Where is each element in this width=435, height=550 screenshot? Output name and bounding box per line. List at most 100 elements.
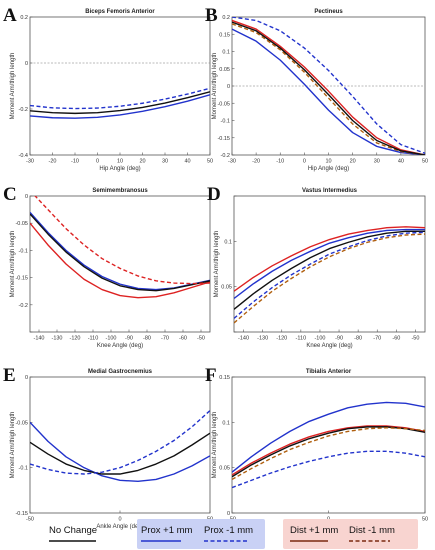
x-tick-label: 30 (374, 159, 380, 165)
plot-frame (29, 16, 211, 156)
y-axis-label: Moment Arm/thigh length (10, 231, 16, 298)
plot-frame (231, 376, 426, 514)
x-tick-label: -130 (257, 336, 268, 342)
panel-letter: F (205, 365, 217, 386)
x-tick-label: -60 (179, 336, 187, 342)
y-tick-label: -0.2 (19, 107, 28, 113)
y-axis-label: Moment Arm/thigh length (212, 412, 218, 479)
x-tick-label: 20 (350, 159, 356, 165)
x-tick-label: -50 (197, 336, 205, 342)
series-line (30, 87, 210, 110)
x-tick-label: 40 (398, 159, 404, 165)
legend-label: Prox -1 mm (204, 525, 253, 536)
panel-title: Pectineus (314, 9, 343, 15)
panels-group: A Biceps Femoris Anterior-30 -20 -10 0 10 20 30… (3, 5, 428, 530)
series-line (234, 230, 425, 310)
panel-title: Biceps Femoris Anterior (85, 9, 155, 15)
y-tick-label: -0.1 (19, 248, 28, 254)
x-axis-label: Knee Angle (deg) (97, 343, 143, 349)
panel-letter: C (3, 184, 17, 205)
panel-b: B Pectineus -30 -20 -10 0 10 20 30 40 50 -0.2 -0.15 -… (205, 5, 428, 172)
series-line (232, 21, 425, 155)
panel-title: Semimembranosus (92, 188, 148, 194)
panel-letter: A (3, 5, 17, 26)
x-tick-label: -30 (228, 159, 236, 165)
x-tick-label: -90 (335, 336, 343, 342)
x-tick-label: -100 (105, 336, 116, 342)
legend: No Change Prox +1 mm Prox -1 mm Dist +1 mm D… (49, 519, 418, 549)
x-tick-label: 40 (184, 159, 190, 165)
series-line (30, 410, 210, 475)
x-tick-label: -20 (252, 159, 260, 165)
series-line (234, 231, 425, 319)
y-tick-label: 0 (25, 194, 28, 200)
y-tick-label: 0.1 (224, 239, 232, 245)
plot-frame (29, 376, 211, 514)
y-tick-label: -0.4 (19, 153, 28, 159)
panel-title: Tibialis Anterior (306, 369, 352, 375)
series-line (30, 432, 210, 475)
y-tick-label: -0.15 (15, 276, 28, 282)
x-tick-label: -110 (296, 336, 307, 342)
series-line (30, 94, 210, 119)
legend-label: Dist +1 mm (290, 525, 338, 536)
x-tick-label: -80 (143, 336, 151, 342)
x-tick-label: -100 (314, 336, 325, 342)
x-tick-label: -10 (71, 159, 79, 165)
series-line (232, 427, 425, 481)
series-line (34, 196, 210, 285)
legend-label: Dist -1 mm (349, 525, 395, 536)
y-tick-label: -0.15 (217, 136, 230, 142)
x-tick-label: -70 (373, 336, 381, 342)
series-line (234, 233, 425, 324)
panel-title: Vastus Intermedius (302, 188, 358, 194)
x-tick-label: -10 (276, 159, 284, 165)
x-tick-label: 30 (162, 159, 168, 165)
x-tick-label: 50 (422, 159, 428, 165)
panel-letter: B (205, 5, 218, 26)
x-tick-label: -50 (26, 517, 34, 523)
y-tick-label: -0.05 (15, 221, 28, 227)
series-line (232, 28, 425, 155)
y-tick-label: 0.1 (222, 50, 230, 56)
x-tick-label: -20 (49, 159, 57, 165)
series-line (234, 228, 425, 300)
y-tick-label: 0.15 (219, 375, 230, 381)
y-axis-label: Moment Arm/thigh length (10, 412, 16, 479)
y-tick-label: 0.15 (219, 32, 230, 38)
series-line (232, 17, 425, 154)
y-tick-label: 0.2 (20, 15, 28, 21)
x-tick-label: 0 (96, 159, 99, 165)
legend-label: No Change (49, 525, 97, 536)
x-tick-label: -90 (125, 336, 133, 342)
x-axis-label: Ankle Angle (deg) (96, 524, 143, 530)
x-tick-label: 50 (207, 159, 213, 165)
x-tick-label: -30 (26, 159, 34, 165)
x-tick-label: 0 (118, 517, 121, 523)
x-axis-label: Hip Angle (deg) (99, 166, 140, 172)
series-line (232, 450, 425, 489)
x-tick-label: -120 (276, 336, 287, 342)
x-tick-label: 0 (303, 159, 306, 165)
series-line (234, 226, 425, 292)
series-line (30, 222, 210, 299)
y-tick-label: 0 (227, 511, 230, 517)
y-tick-label: -0.2 (19, 303, 28, 309)
series-line (232, 19, 425, 155)
y-tick-label: 0.05 (219, 466, 230, 472)
y-tick-label: -0.2 (221, 153, 230, 159)
x-tick-label: 20 (139, 159, 145, 165)
x-tick-label: -140 (238, 336, 249, 342)
x-tick-label: 10 (325, 159, 331, 165)
y-tick-label: -0.05 (15, 420, 28, 426)
y-tick-label: 0 (25, 375, 28, 381)
y-tick-label: -0.1 (19, 466, 28, 472)
y-tick-label: -0.15 (15, 511, 28, 517)
y-tick-label: 0.05 (219, 67, 230, 73)
panel-d: D Vastus Intermedius -140 -130 -120 -110 -100 -… (207, 184, 426, 349)
x-tick-label: 10 (117, 159, 123, 165)
y-tick-label: 0.2 (222, 15, 230, 21)
